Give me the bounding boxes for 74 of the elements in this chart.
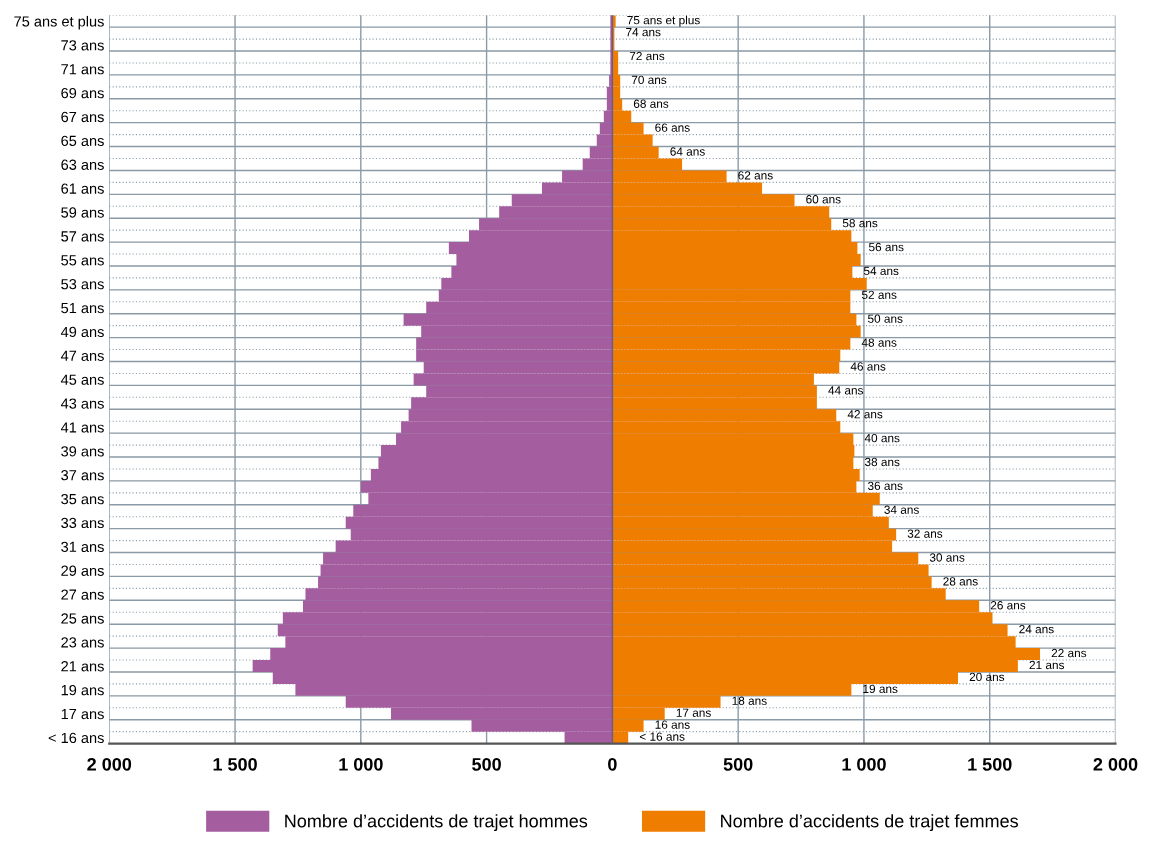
x-tick-label: 500 (472, 757, 501, 771)
y-tick-label: 67 ans (61, 111, 104, 123)
y-tick-label: 74 ans (626, 28, 661, 37)
y-tick-label: 29 ans (61, 565, 104, 576)
y-tick-label: 68 ans (633, 99, 669, 108)
x-tick-label: 2 000 (1093, 757, 1138, 771)
x-tick-label: 1 000 (842, 757, 886, 771)
y-tick-label: 19 ans (61, 684, 104, 696)
y-tick-label: 27 ans (61, 589, 104, 600)
y-tick-label: < 16 ans (48, 732, 104, 744)
legend-label: Nombre d’accidents de trajet femmes (721, 814, 1018, 832)
y-tick-label: 18 ans (732, 696, 767, 705)
y-tick-label: 28 ans (943, 577, 978, 586)
y-tick-label: 42 ans (847, 410, 883, 419)
y-tick-label: 64 ans (670, 147, 705, 156)
y-tick-label: 43 ans (60, 398, 104, 409)
y-tick-label: 23 ans (61, 637, 104, 648)
y-tick-label: 54 ans (863, 266, 899, 276)
y-tick-label: 66 ans (655, 123, 690, 132)
legend-label: Nombre d’accidents de trajet hommes (285, 814, 588, 832)
y-tick-label: 49 ans (60, 326, 104, 338)
y-tick-label: 53 ans (61, 278, 104, 290)
y-tick-label: 25 ans (61, 613, 104, 624)
y-tick-label: 60 ans (806, 195, 841, 204)
y-tick-label: 61 ans (61, 183, 104, 194)
y-tick-label: 48 ans (861, 338, 897, 347)
y-tick-label: 70 ans (631, 75, 667, 85)
y-tick-label: 50 ans (867, 314, 903, 323)
y-tick-label: 22 ans (1051, 648, 1087, 658)
y-tick-label: 52 ans (861, 290, 897, 299)
y-tick-label: 38 ans (864, 457, 900, 467)
y-tick-label: 56 ans (868, 242, 904, 252)
y-tick-label: 73 ans (61, 40, 104, 51)
y-tick-label: 51 ans (61, 303, 104, 314)
y-tick-label: 20 ans (969, 672, 1005, 682)
y-tick-label: 45 ans (60, 374, 104, 385)
y-tick-label: 62 ans (738, 171, 773, 180)
y-tick-label: 24 ans (1019, 624, 1054, 634)
x-tick-label: 1 500 (213, 757, 257, 771)
y-tick-label: 65 ans (61, 135, 104, 147)
y-tick-label: 47 ans (60, 350, 104, 361)
x-tick-label: 1 500 (968, 757, 1012, 771)
y-tick-label: 44 ans (828, 386, 864, 395)
y-tick-label: 58 ans (842, 218, 878, 228)
y-tick-label: 26 ans (990, 601, 1026, 610)
y-tick-label: 17 ans (61, 709, 104, 720)
y-tick-label: 30 ans (929, 553, 965, 562)
x-tick-label: 1 000 (339, 757, 383, 771)
y-tick-label: 55 ans (61, 255, 104, 266)
y-tick-label: 72 ans (629, 51, 665, 61)
y-tick-label: 40 ans (864, 433, 900, 443)
x-tick-label: 2 000 (87, 757, 132, 771)
y-tick-label: 33 ans (61, 517, 104, 529)
annotation: 21 ans (1029, 660, 1065, 670)
y-tick-label: 16 ans (655, 720, 690, 729)
y-tick-label: 59 ans (61, 207, 104, 218)
y-tick-label: 31 ans (61, 541, 104, 552)
y-tick-label: 69 ans (61, 87, 104, 99)
y-tick-label: 46 ans (850, 362, 886, 371)
y-tick-label: 34 ans (884, 505, 919, 514)
annotation: 17 ans (676, 708, 711, 717)
y-tick-label: 71 ans (61, 64, 104, 75)
y-tick-label: 21 ans (61, 661, 104, 672)
x-tick-label: 0 (608, 757, 617, 771)
y-tick-label: 37 ans (61, 470, 104, 481)
y-tick-label: 35 ans (61, 493, 104, 505)
y-tick-label: 36 ans (867, 481, 903, 491)
y-tick-label: 32 ans (907, 529, 943, 538)
y-tick-label: 41 ans (60, 422, 104, 433)
x-tick-label: 500 (723, 757, 753, 771)
y-tick-label: 63 ans (61, 159, 104, 170)
y-tick-label: 75 ans et plus (14, 15, 104, 30)
y-tick-label: 39 ans (61, 446, 104, 457)
y-tick-label: 57 ans (61, 231, 104, 242)
